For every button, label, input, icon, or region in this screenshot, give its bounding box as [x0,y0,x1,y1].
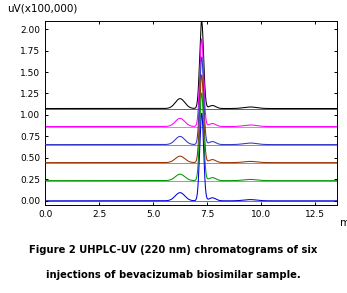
Text: Figure 2 UHPLC-UV (220 nm) chromatograms of six: Figure 2 UHPLC-UV (220 nm) chromatograms… [29,245,318,255]
Text: injections of bevacizumab biosimilar sample.: injections of bevacizumab biosimilar sam… [46,270,301,280]
Text: uV(x100,000): uV(x100,000) [7,3,78,13]
Text: min: min [339,218,347,228]
